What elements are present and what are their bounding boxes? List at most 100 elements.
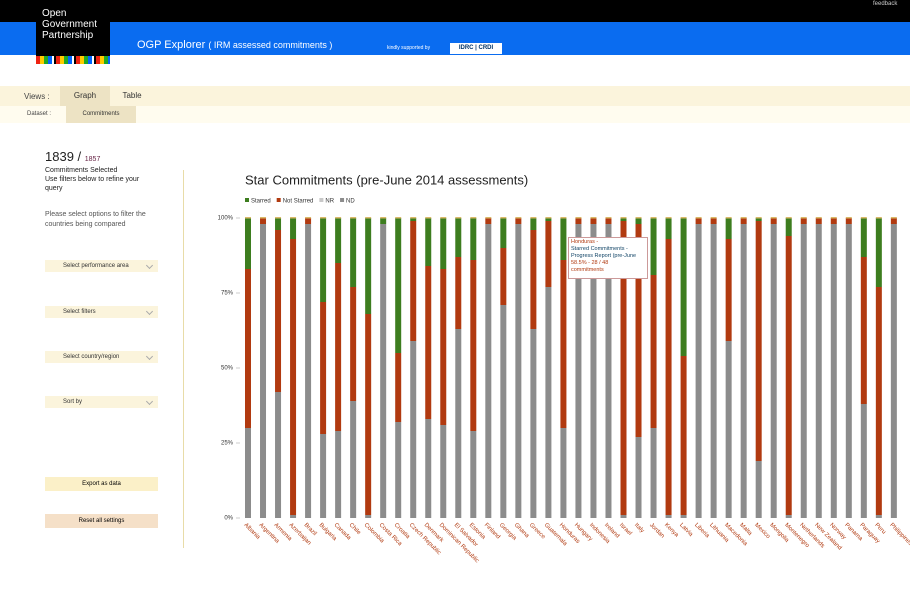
bar-segment bbox=[605, 218, 612, 224]
bar-segment bbox=[260, 224, 267, 518]
bar-segment bbox=[635, 437, 642, 518]
bar-cap bbox=[800, 217, 807, 219]
bar-segment bbox=[380, 224, 387, 518]
legend-swatch bbox=[276, 198, 281, 202]
bar-segment bbox=[650, 275, 657, 428]
tooltip-line: commitments bbox=[571, 267, 604, 273]
bar-cap bbox=[455, 217, 462, 219]
reset-button[interactable]: Reset all settings bbox=[45, 514, 158, 528]
subtitle: ( IRM assessed commitments ) bbox=[208, 40, 333, 50]
bar-cap bbox=[305, 217, 312, 219]
bar-segment bbox=[650, 218, 657, 275]
bar-segment bbox=[335, 263, 342, 431]
bar-cap bbox=[590, 217, 597, 219]
bar-segment bbox=[800, 224, 807, 518]
bar-segment bbox=[455, 257, 462, 329]
x-tick-label: Kenya bbox=[663, 522, 680, 539]
views-label: Views : bbox=[24, 92, 50, 101]
x-tick-label: Philippines bbox=[888, 522, 910, 547]
bar-cap bbox=[710, 217, 717, 219]
legend-label: Starred bbox=[251, 199, 271, 205]
bar-segment bbox=[545, 218, 552, 221]
bar-segment bbox=[830, 224, 837, 518]
bar-segment bbox=[500, 305, 507, 518]
bar-cap bbox=[545, 217, 552, 219]
bar-cap bbox=[515, 217, 522, 219]
bar-segment bbox=[305, 218, 312, 224]
bar-segment bbox=[245, 218, 251, 269]
bar-segment bbox=[425, 419, 432, 518]
bar-segment bbox=[410, 218, 417, 221]
tooltip: Honduras - Starred Commitments - Progres… bbox=[568, 237, 648, 279]
bar-segment bbox=[515, 224, 522, 518]
feedback-link[interactable]: feedback bbox=[873, 1, 898, 7]
bar-segment bbox=[365, 515, 372, 518]
bar-segment bbox=[830, 218, 837, 224]
sponsor-logo: IDRC | CRDI bbox=[450, 43, 502, 54]
legend-swatch bbox=[245, 198, 249, 202]
filter-dropdown[interactable]: Select country/region bbox=[45, 351, 158, 363]
dataset-tab[interactable]: Commitments bbox=[66, 106, 136, 123]
bar-segment bbox=[425, 218, 432, 266]
bar-segment bbox=[635, 224, 642, 437]
bar-segment bbox=[740, 218, 747, 224]
bar-cap bbox=[350, 217, 357, 219]
bar-cap bbox=[245, 217, 251, 219]
export-button[interactable]: Export as data bbox=[45, 477, 158, 491]
y-tick-label: 25% bbox=[221, 441, 234, 447]
bar-segment bbox=[440, 425, 447, 518]
bar-segment bbox=[845, 224, 852, 518]
bar-segment bbox=[725, 239, 732, 341]
bar-cap bbox=[680, 217, 687, 219]
bar-cap bbox=[500, 217, 507, 219]
bar-segment bbox=[275, 392, 282, 518]
bar-segment bbox=[335, 431, 342, 518]
bar-segment bbox=[575, 218, 582, 224]
bar-segment bbox=[500, 218, 507, 248]
bar-segment bbox=[590, 224, 597, 518]
bar-cap bbox=[410, 217, 417, 219]
tab-bar bbox=[0, 86, 910, 106]
bar-cap bbox=[575, 217, 582, 219]
bar-segment bbox=[665, 515, 672, 518]
bar-segment bbox=[350, 218, 357, 287]
bar-segment bbox=[350, 287, 357, 401]
bar-segment bbox=[755, 218, 762, 221]
legend-label: NR bbox=[325, 199, 334, 205]
tab[interactable]: Table bbox=[122, 91, 142, 100]
bar-segment bbox=[305, 224, 312, 518]
filter-dropdown[interactable]: Select performance area bbox=[45, 260, 158, 272]
bar-segment bbox=[770, 218, 777, 224]
bar-cap bbox=[695, 217, 702, 219]
bar-cap bbox=[320, 217, 327, 219]
bar-segment bbox=[470, 260, 477, 431]
bar-segment bbox=[860, 404, 867, 518]
bar-cap bbox=[665, 217, 672, 219]
bar-segment bbox=[890, 224, 897, 518]
bar-segment bbox=[500, 248, 507, 305]
bar-segment bbox=[530, 329, 537, 518]
bar-segment bbox=[815, 224, 822, 518]
bar-segment bbox=[890, 218, 897, 224]
bar-cap bbox=[605, 217, 612, 219]
y-tick-label: 100% bbox=[218, 216, 234, 222]
bar-segment bbox=[470, 431, 477, 518]
app-title: OGP Explorer ( IRM assessed commitments … bbox=[137, 39, 332, 51]
top-bar bbox=[0, 0, 910, 22]
legend-swatch bbox=[340, 198, 345, 202]
bar-segment bbox=[320, 434, 327, 518]
legend-label: Not Starred bbox=[283, 199, 314, 205]
logo[interactable]: Open Government Partnership bbox=[36, 0, 110, 64]
bar-segment bbox=[770, 224, 777, 518]
dataset-bar bbox=[0, 106, 910, 123]
filter-dropdown[interactable]: Select filters bbox=[45, 306, 158, 318]
bar-segment bbox=[395, 218, 402, 353]
legend-swatch bbox=[319, 198, 324, 202]
y-tick-label: 75% bbox=[221, 291, 234, 297]
chart: Star Commitments (pre-June 2014 assessme… bbox=[218, 172, 910, 564]
bar-segment bbox=[710, 218, 717, 224]
x-tick-label: Liberia bbox=[693, 522, 710, 539]
bar-segment bbox=[455, 329, 462, 518]
tab[interactable]: Graph bbox=[60, 86, 110, 106]
filter-dropdown[interactable]: Sort by bbox=[45, 396, 158, 408]
